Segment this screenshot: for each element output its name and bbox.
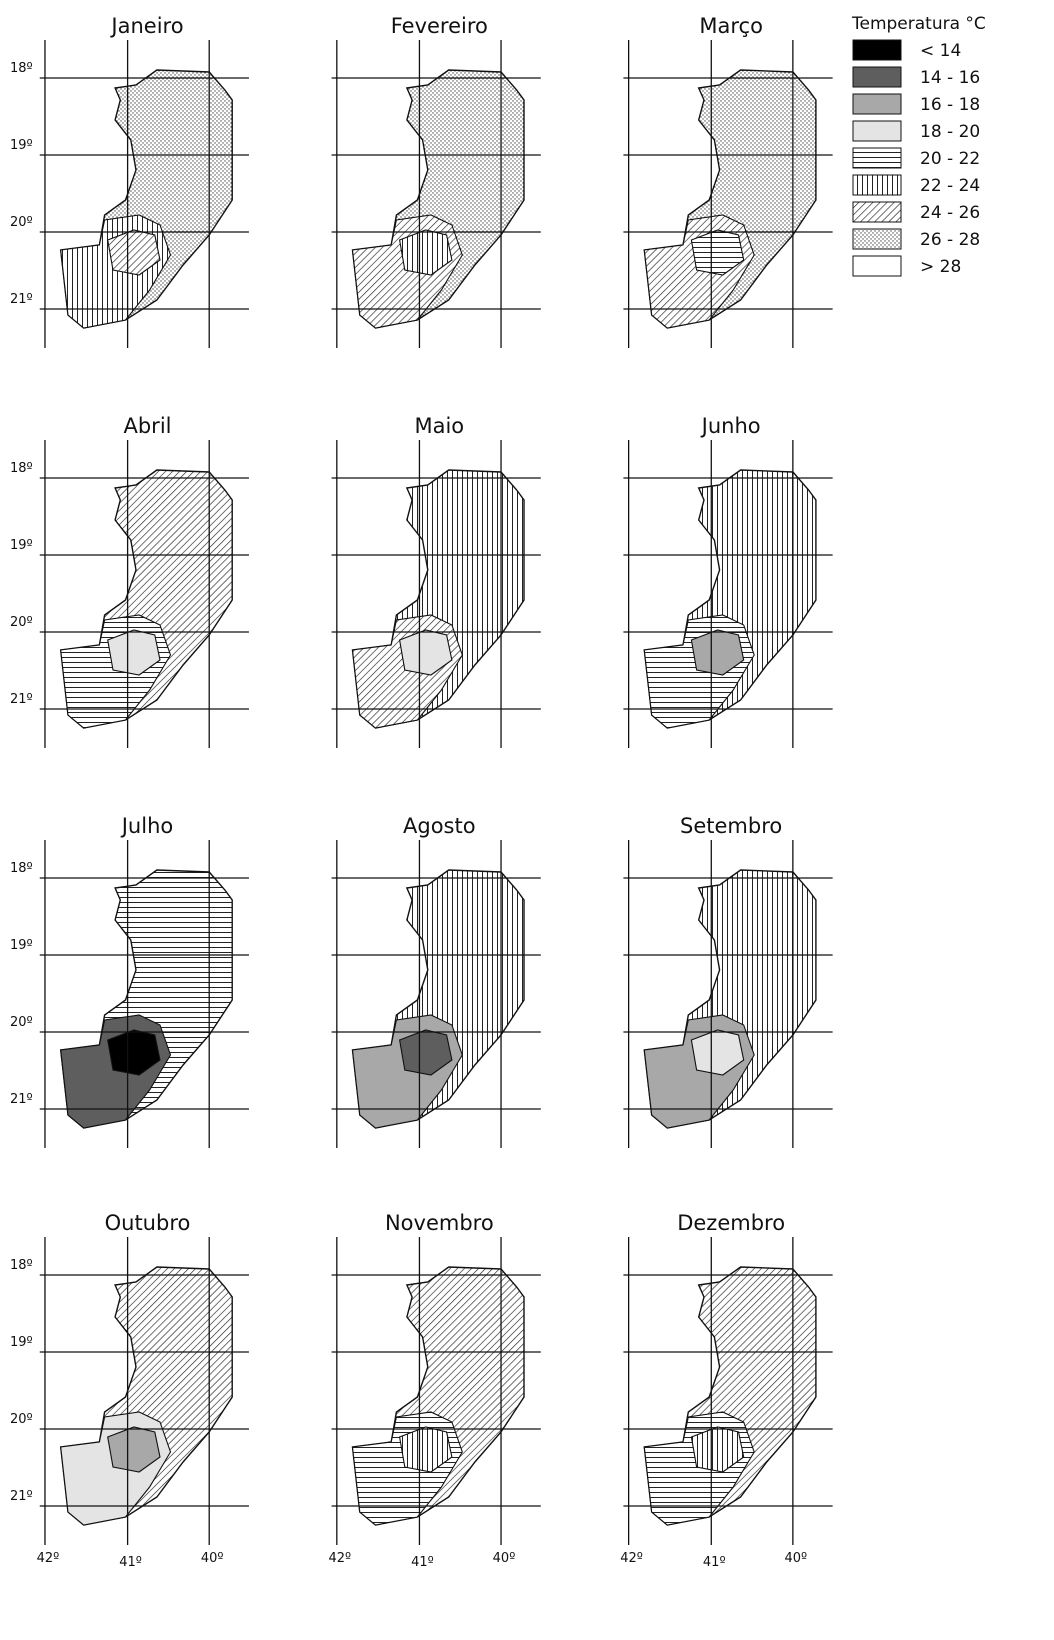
map-panel: Março (623, 14, 833, 348)
panel-title: Novembro (385, 1211, 494, 1235)
region (690, 1426, 745, 1473)
region (690, 229, 745, 276)
panel-title: Setembro (680, 814, 782, 838)
lat-label: 20º (10, 1015, 33, 1030)
map-panel: Janeiro 18º 19º 20º 21º (10, 14, 249, 348)
region (398, 229, 453, 276)
lat-label: 19º (10, 938, 33, 953)
region (690, 1029, 745, 1076)
panel-title: Março (699, 14, 763, 38)
legend-label: 22 - 24 (920, 176, 980, 196)
legend-swatch (852, 39, 902, 61)
map-panel: Novembro 42º 41º 40º (328, 1211, 541, 1570)
lon-label: 40º (201, 1551, 224, 1566)
lon-label: 41º (119, 1555, 142, 1570)
lat-label: 19º (10, 1335, 33, 1350)
legend-label: 26 - 28 (920, 230, 980, 250)
panel-title: Maio (414, 414, 464, 438)
region (107, 1426, 161, 1473)
legend-label: 18 - 20 (920, 122, 980, 142)
legend-label: 14 - 16 (920, 68, 980, 88)
legend-label: 16 - 18 (920, 95, 980, 115)
legend-label: 20 - 22 (920, 149, 980, 169)
region (398, 629, 453, 676)
map-panel: Agosto (331, 814, 541, 1148)
legend-swatch (852, 120, 902, 142)
legend-label: > 28 (920, 257, 961, 277)
legend-swatch (852, 201, 902, 223)
lon-label: 42º (37, 1551, 60, 1566)
lat-label: 18º (10, 61, 33, 76)
map-panel: Maio (331, 414, 541, 748)
lat-label: 19º (10, 138, 33, 153)
lon-label: 40º (785, 1551, 808, 1566)
legend-swatch (852, 93, 902, 115)
lat-label: 21º (10, 692, 33, 707)
legend-swatch (852, 255, 902, 277)
lat-label: 21º (10, 292, 33, 307)
legend: Temperatura °C < 14 14 - 16 16 - 18 18 - 20 2… (851, 14, 986, 277)
legend-title: Temperatura °C (851, 14, 986, 34)
region (107, 229, 161, 276)
lon-label: 41º (411, 1555, 434, 1570)
legend-swatch (852, 147, 902, 169)
lon-label: 41º (703, 1555, 726, 1570)
lon-label: 42º (328, 1551, 351, 1566)
panel-title: Abril (123, 414, 171, 438)
panel-title: Agosto (403, 814, 476, 838)
region (107, 629, 161, 676)
lat-label: 20º (10, 615, 33, 630)
panel-title: Julho (120, 814, 174, 838)
lat-label: 20º (10, 215, 33, 230)
region (690, 629, 745, 676)
map-panel: Outubro 18º 19º 20º 21º 42º 41º 40º (10, 1211, 249, 1570)
legend-label: < 14 (920, 41, 961, 61)
lat-label: 18º (10, 1258, 33, 1273)
map-panel: Abril 18º 19º 20º 21º (10, 414, 249, 748)
lat-label: 20º (10, 1412, 33, 1427)
region (398, 1426, 453, 1473)
legend-label: 24 - 26 (920, 203, 980, 223)
panel-title: Dezembro (677, 1211, 785, 1235)
lat-label: 21º (10, 1489, 33, 1504)
legend-swatch (852, 174, 902, 196)
lon-label: 42º (620, 1551, 643, 1566)
map-panel: Fevereiro (331, 14, 541, 348)
map-panel: Julho 18º 19º 20º 21º (10, 814, 249, 1148)
panel-title: Junho (700, 414, 761, 438)
panel-title: Janeiro (109, 14, 183, 38)
region (107, 1029, 161, 1076)
panel-title: Outubro (105, 1211, 191, 1235)
map-panel: Junho (623, 414, 833, 748)
legend-swatch (852, 66, 902, 88)
lat-label: 18º (10, 861, 33, 876)
lat-label: 18º (10, 461, 33, 476)
lon-label: 40º (493, 1551, 516, 1566)
lat-label: 19º (10, 538, 33, 553)
map-panel: Setembro (623, 814, 833, 1148)
lat-label: 21º (10, 1092, 33, 1107)
region (398, 1029, 453, 1076)
legend-swatch (852, 228, 902, 250)
panel-title: Fevereiro (391, 14, 488, 38)
map-panel: Dezembro 42º 41º 40º (620, 1211, 833, 1570)
